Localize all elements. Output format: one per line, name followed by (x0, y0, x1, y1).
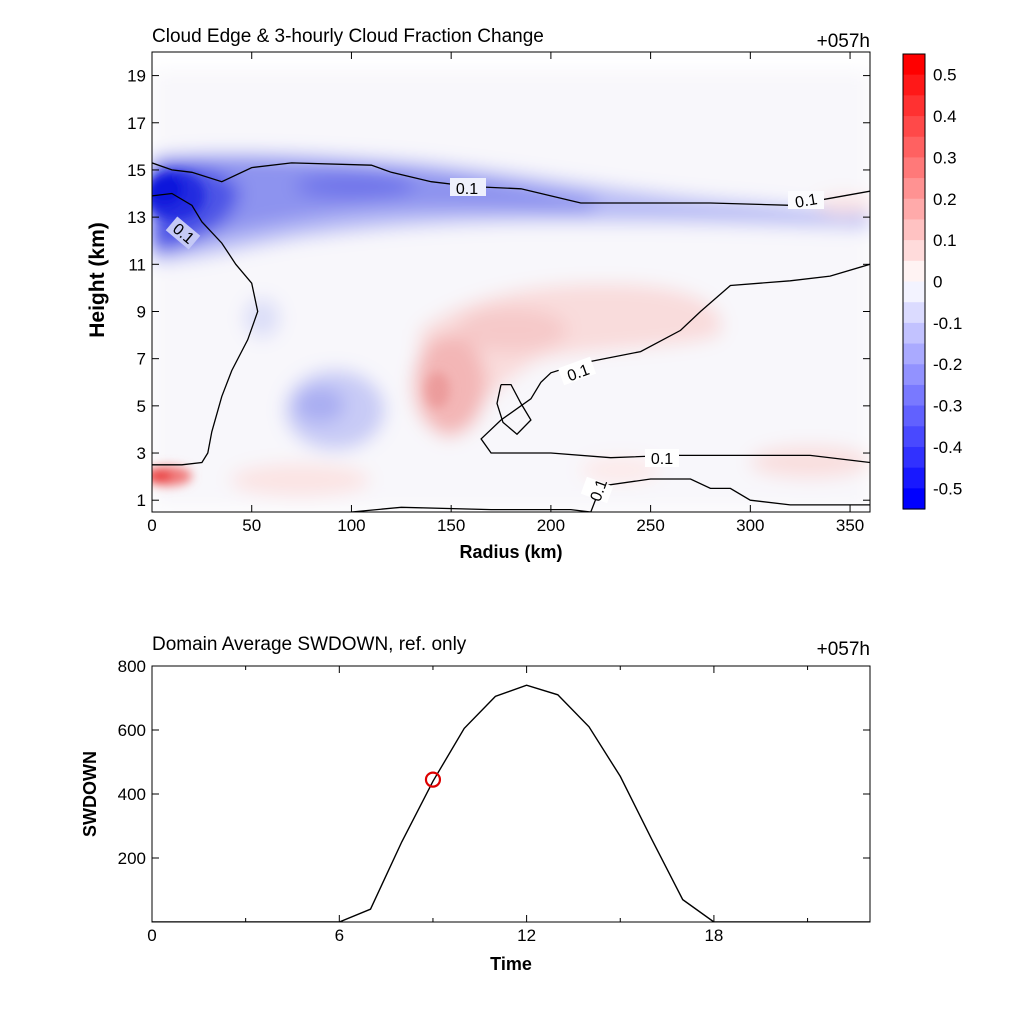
x-tick-label: 50 (242, 516, 261, 535)
x-tick-label: 12 (517, 926, 536, 945)
bottom-y-axis: 200 400 600 800 (118, 657, 870, 868)
contour-line (496, 383, 532, 436)
y-tick-label: 3 (137, 444, 146, 463)
colorbar-block (903, 426, 925, 448)
colorbar-block (903, 405, 925, 427)
top-timestamp: +057h (817, 31, 870, 52)
colorbar-tick-label: -0.2 (933, 355, 962, 374)
colorbar-tick-label: 0.4 (933, 107, 957, 126)
colorbar: 0.5 0.4 0.3 0.2 0.1 0 -0.1 -0.2 -0.3 -0.4 -0.5 (902, 53, 962, 510)
x-tick-label: 6 (335, 926, 344, 945)
colorbar-tick-label: -0.3 (933, 397, 962, 416)
y-tick-label: 400 (118, 785, 146, 804)
colorbar-tick-label: -0.4 (933, 438, 962, 457)
bottom-title: Domain Average SWDOWN, ref. only (152, 634, 467, 655)
contour-label: 0.1 (588, 477, 612, 504)
colorbar-block (903, 95, 925, 117)
colorbar-ticks: 0.5 0.4 0.3 0.2 0.1 0 -0.1 -0.2 -0.3 -0.4 -0.5 (933, 66, 962, 499)
top-title: Cloud Edge & 3-hourly Cloud Fraction Cha… (152, 26, 544, 47)
cloud-fraction-field (152, 70, 870, 510)
top-plot-frame (151, 51, 871, 513)
colorbar-block (903, 343, 925, 365)
x-tick-label: 200 (537, 516, 565, 535)
current-time-marker (424, 771, 442, 788)
colorbar-blocks (903, 54, 925, 510)
colorbar-tick-label: -0.5 (933, 479, 962, 498)
y-tick-label: 11 (128, 255, 146, 274)
y-tick-label: 17 (127, 114, 146, 133)
y-tick-label: 13 (127, 208, 146, 227)
colorbar-block (903, 488, 925, 510)
top-x-axis: 0 50 100 150 200 250 300 350 (147, 52, 864, 535)
contour-line (351, 506, 591, 512)
colorbar-block (903, 384, 925, 407)
colorbar-block (903, 446, 925, 469)
swdown-panel: Domain Average SWDOWN, ref. only +057h 0… (80, 634, 871, 974)
colorbar-frame (902, 53, 926, 510)
colorbar-block (903, 157, 925, 179)
bottom-x-label: Time (490, 954, 532, 974)
y-tick-label: 5 (137, 397, 146, 416)
contour-label: 0.1 (565, 362, 592, 386)
contour-label: 0.1 (651, 451, 673, 468)
y-tick-label: 800 (118, 657, 146, 676)
y-tick-label: 7 (137, 350, 146, 369)
top-x-label: Radius (km) (459, 542, 562, 562)
colorbar-block (903, 74, 925, 96)
bottom-x-axis: 0 6 12 18 (147, 666, 809, 945)
colorbar-tick-label: -0.1 (933, 314, 962, 333)
y-tick-label: 600 (118, 721, 146, 740)
colorbar-tick-label: 0.3 (933, 148, 957, 167)
x-tick-label: 18 (704, 926, 723, 945)
colorbar-tick-label: 0.5 (933, 66, 957, 85)
x-tick-label: 150 (437, 516, 465, 535)
colorbar-block (903, 302, 925, 324)
contour-line (152, 192, 259, 466)
colorbar-block (903, 240, 925, 262)
x-tick-label: 0 (147, 516, 156, 535)
bottom-timestamp: +057h (817, 639, 870, 660)
contour-label: 0.1 (794, 191, 819, 212)
x-tick-label: 350 (836, 516, 864, 535)
colorbar-block (903, 281, 925, 303)
swdown-series (152, 684, 870, 922)
colorbar-block (903, 136, 925, 159)
colorbar-block (903, 198, 925, 221)
colorbar-block (903, 178, 925, 200)
colorbar-block (903, 322, 925, 345)
colorbar-block (903, 364, 925, 386)
colorbar-tick-label: 0.1 (933, 231, 957, 250)
bottom-plot-frame (151, 665, 871, 923)
colorbar-tick-label: 0.2 (933, 190, 957, 209)
y-tick-label: 19 (127, 67, 146, 86)
y-tick-label: 200 (118, 849, 146, 868)
x-tick-label: 100 (337, 516, 365, 535)
x-tick-label: 300 (736, 516, 764, 535)
swdown-line (152, 684, 870, 922)
colorbar-block (903, 219, 925, 241)
y-tick-label: 9 (137, 302, 146, 321)
bottom-y-label: SWDOWN (80, 751, 100, 837)
colorbar-block (903, 467, 925, 489)
colorbar-block (903, 54, 925, 76)
colorbar-block (903, 116, 925, 138)
colorbar-block (903, 260, 925, 283)
top-y-label: Height (km) (86, 222, 109, 338)
x-tick-label: 0 (147, 926, 156, 945)
contour-line (590, 478, 870, 512)
colorbar-tick-label: 0 (933, 273, 942, 292)
y-tick-label: 15 (127, 161, 146, 180)
cloud-fraction-panel: Cloud Edge & 3-hourly Cloud Fraction Cha… (86, 26, 871, 562)
y-tick-label: 1 (137, 491, 146, 510)
contour-label: 0.1 (456, 181, 478, 198)
x-tick-label: 250 (636, 516, 664, 535)
